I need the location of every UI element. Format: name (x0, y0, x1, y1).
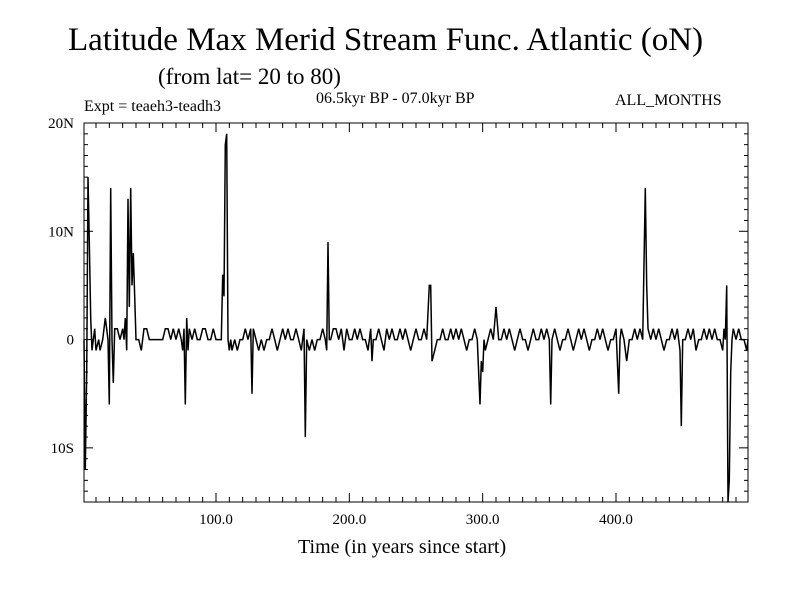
x-tick-label: 400.0 (599, 512, 633, 528)
series-layer (83, 133, 749, 503)
chart-subtitle: (from lat= 20 to 80) (158, 64, 341, 89)
x-tick-label: 100.0 (199, 512, 233, 528)
y-tick-label: 20N (48, 116, 74, 132)
series-line (83, 133, 749, 503)
axis-tick-labels: 100.0 200.0 300.0 400.0 20N 10N 0 10S (48, 116, 633, 528)
experiment-label: Expt = teaeh3-teadh3 (84, 98, 221, 115)
y-tick-label: 10N (48, 224, 74, 240)
x-tick-label: 200.0 (332, 512, 366, 528)
axis-ticks (84, 122, 748, 503)
x-axis-label: Time (in years since start) (298, 536, 507, 558)
y-tick-label: 10S (51, 441, 74, 457)
x-tick-label: 300.0 (466, 512, 500, 528)
y-tick-label: 0 (67, 333, 75, 349)
plot-frame (83, 122, 749, 503)
period-label: 06.5kyr BP - 07.0kyr BP (316, 90, 475, 107)
chart-title: Latitude Max Merid Stream Func. Atlantic… (68, 22, 704, 58)
months-label: ALL_MONTHS (615, 92, 722, 109)
